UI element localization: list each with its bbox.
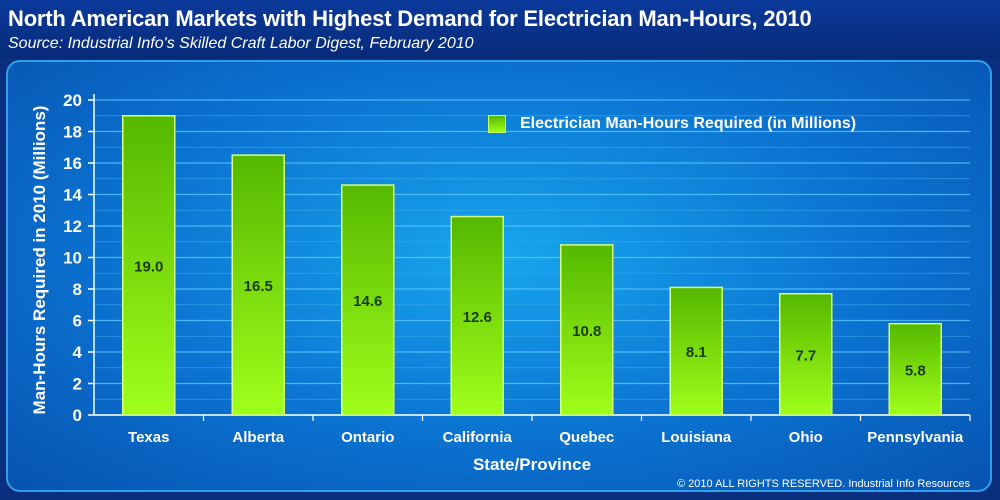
data-label: 8.1 [686,344,707,361]
chart-subtitle: Source: Industrial Info's Skilled Craft … [8,35,474,52]
y-tick-label: 6 [73,312,82,331]
y-tick-label: 4 [73,343,83,362]
bar-louisiana [669,286,723,416]
x-tick-label: Texas [128,429,169,446]
x-tick-label: Louisiana [661,429,732,446]
x-tick-label: Quebec [559,429,614,446]
chart-title: North American Markets with Highest Dema… [8,6,812,31]
legend-label: Electrician Man-Hours Required (in Milli… [520,115,857,132]
data-label: 10.8 [572,323,601,340]
y-tick-label: 2 [73,375,82,394]
legend: Electrician Man-Hours Required (in Milli… [488,115,856,133]
data-label: 12.6 [463,309,492,326]
y-tick-label: 10 [63,249,82,268]
copyright-notice: © 2010 ALL RIGHTS RESERVED. Industrial I… [676,478,970,490]
data-label: 16.5 [244,278,273,295]
gridlines [94,99,970,416]
y-axis-title: Man-Hours Required in 2010 (Millions) [30,105,49,415]
y-tick-label: 20 [63,91,82,110]
y-tick-label: 8 [73,280,82,299]
x-tick-label: Ohio [789,429,823,446]
x-axis-title: State/Province [472,455,592,474]
x-tick-label: California [443,429,513,446]
y-tick-label: 14 [63,186,82,205]
bar-pennsylvania [888,322,942,416]
bar-alberta [231,154,285,416]
bar-california [450,215,504,416]
x-tick-label: Ontario [341,429,394,446]
legend-swatch [488,115,506,133]
bar-texas [122,115,176,416]
header-bar: North American Markets with Highest Dema… [0,0,1000,58]
labels: 0 2 4 6 8 10 12 14 16 18 20 19.0 Texas 16.5 Alberta 14.… [63,91,964,446]
y-tick-label: 16 [63,154,82,173]
data-label: 14.6 [353,293,382,310]
y-tick-label: 18 [63,123,82,142]
data-label: 7.7 [795,347,816,364]
x-tick-label: Alberta [232,429,284,446]
y-tick-label: 12 [63,217,82,236]
data-label: 19.0 [134,258,163,275]
bar-ohio [779,292,833,416]
data-label: 5.8 [905,362,926,379]
bar-ontario [341,184,395,416]
bar-quebec [560,244,614,416]
y-tick-label: 0 [73,406,82,425]
bars [122,115,942,416]
x-tick-label: Pennsylvania [867,429,964,446]
